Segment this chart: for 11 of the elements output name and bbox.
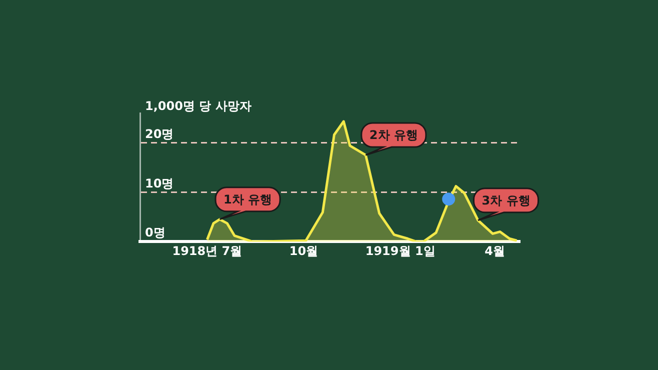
x-tick-label: 4월 [484,244,505,258]
annotation: 3차 유행 [482,193,530,208]
x-tick-label: 1919월 1일 [365,244,436,258]
annotation: 2차 유행 [369,128,418,142]
y-tick-label: 20명 [145,126,174,141]
y-tick-label: 0명 [145,226,166,240]
y-tick-label: 10명 [145,176,174,190]
annotation: 1차 유행 [224,192,272,206]
y-axis-title: 1,000명 당 사망자 [145,99,252,114]
x-tick-label: 10월 [289,244,318,258]
x-tick-label: 1918년 7월 [172,244,242,258]
